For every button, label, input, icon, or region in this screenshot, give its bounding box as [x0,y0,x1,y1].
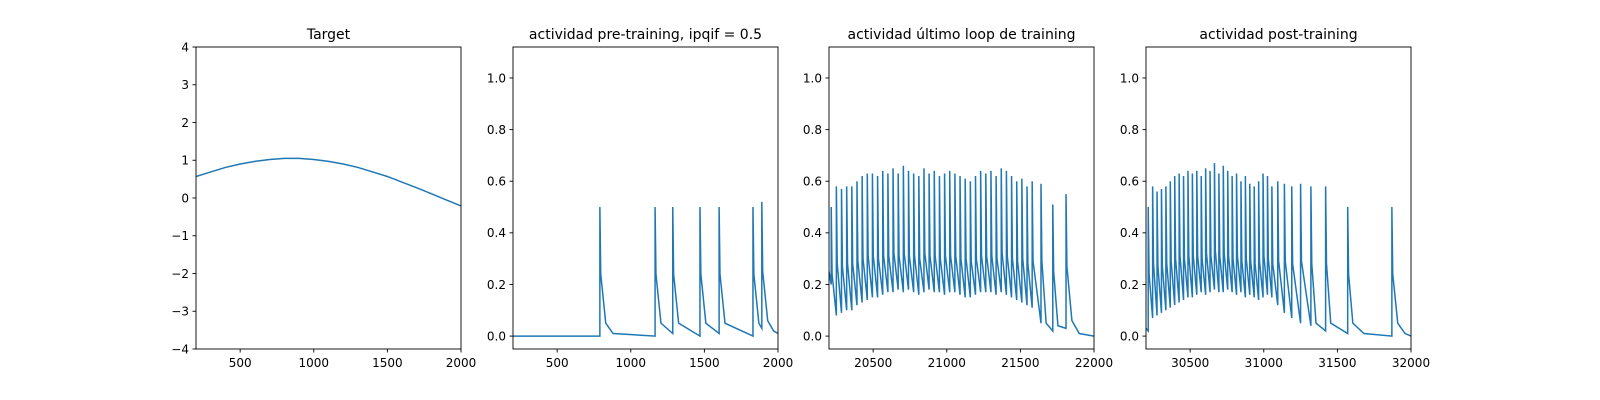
x-tick-label: 1500 [372,356,403,370]
y-tick-label: 0.2 [1120,278,1139,292]
x-tick-label: 1000 [299,356,330,370]
data-line [829,165,1094,337]
subplot-title: actividad post-training [1199,27,1357,43]
x-tick-label: 22000 [1075,356,1113,370]
subplot-title: actividad pre-training, ipqif = 0.5 [529,27,762,43]
y-tick-label: −1 [171,229,189,243]
y-tick-label: −2 [171,267,189,281]
data-line [196,157,461,207]
y-tick-label: 0 [181,191,189,205]
subplot-title: actividad último loop de training [848,27,1076,43]
y-tick-label: −4 [171,342,189,356]
x-tick-label: 500 [546,356,569,370]
y-tick-label: 0.8 [487,123,506,137]
y-tick-label: 0.6 [487,175,506,189]
subplot: 0.0 0.2 0.4 0.6 0.8 1.0 20500 21000 21500 22000 ac… [803,27,1113,370]
y-tick-label: 0.6 [803,175,822,189]
y-tick-label: 0.4 [1120,226,1139,240]
x-tick-label: 1500 [689,356,720,370]
y-tick-label: 1.0 [803,71,822,85]
y-tick-label: 0.2 [487,278,506,292]
y-tick-label: 4 [181,40,189,54]
data-line [513,201,778,338]
x-tick-label: 32000 [1392,356,1430,370]
y-tick-label: 1.0 [487,71,506,85]
x-tick-label: 21500 [1001,356,1039,370]
axes-frame [512,46,779,350]
y-tick-label: 0.0 [1120,329,1139,343]
y-tick-label: 0.4 [487,226,506,240]
x-tick-label: 20500 [854,356,892,370]
y-tick-label: 3 [181,78,189,92]
y-tick-label: −3 [171,305,189,319]
axes-frame [195,46,462,350]
x-tick-label: 31000 [1245,356,1283,370]
data-line [1146,163,1411,337]
x-tick-label: 30500 [1171,356,1209,370]
axes-frame [828,46,1095,350]
x-tick-label: 500 [229,356,252,370]
subplot: 0.0 0.2 0.4 0.6 0.8 1.0 500 1000 1500 2000 activid… [487,27,793,370]
x-tick-label: 31500 [1318,356,1356,370]
y-tick-label: 0.0 [803,329,822,343]
x-tick-label: 1000 [616,356,647,370]
axes-frame [1145,46,1412,350]
subplot-title: Target [306,27,351,43]
subplot: −4 −3 −2 −1 0 1 2 3 4 500 1000 1500 2000 Target [171,27,476,370]
x-tick-label: 21000 [928,356,966,370]
y-tick-label: 0.8 [803,123,822,137]
y-tick-label: 0.8 [1120,123,1139,137]
y-tick-label: 0.0 [487,329,506,343]
y-tick-label: 1 [181,154,189,168]
y-tick-label: 0.4 [803,226,822,240]
x-tick-label: 2000 [446,356,477,370]
y-tick-label: 0.6 [1120,175,1139,189]
y-tick-label: 1.0 [1120,71,1139,85]
x-tick-label: 2000 [763,356,794,370]
y-tick-label: 2 [181,116,189,130]
y-tick-label: 0.2 [803,278,822,292]
subplot: 0.0 0.2 0.4 0.6 0.8 1.0 30500 31000 31500 32000 ac… [1120,27,1430,370]
